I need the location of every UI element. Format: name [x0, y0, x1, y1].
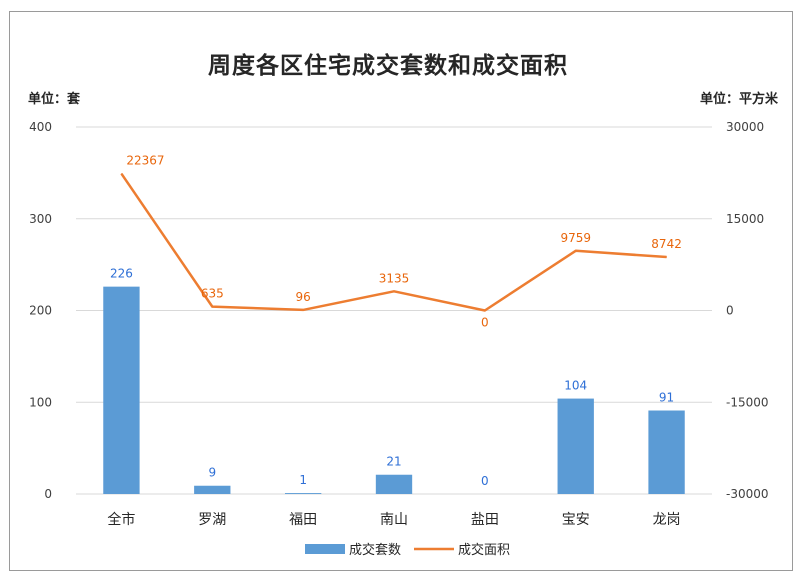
- line-value-label: 635: [201, 287, 224, 301]
- line-value-label: 22367: [126, 154, 164, 168]
- bar-value-label: 104: [564, 379, 587, 393]
- bar-value-label: 1: [299, 473, 307, 487]
- left-unit-label: 单位：套: [28, 91, 81, 107]
- line-value-label: 0: [481, 316, 489, 330]
- bar-value-label: 9: [208, 466, 216, 480]
- line-point: [666, 256, 668, 258]
- bar-value-label: 91: [659, 391, 674, 405]
- category-labels: 全市 罗湖 福田 南山 盐田 宝安 龙岗: [107, 511, 680, 528]
- left-tick-label: 100: [29, 395, 52, 409]
- line-series: 22367 635 96 3135 0 9759 8742: [120, 154, 682, 330]
- line-point: [211, 306, 213, 308]
- line-value-label: 3135: [379, 271, 410, 285]
- bar: [103, 286, 140, 494]
- left-axis-ticks: 0 100 200 300 400: [29, 120, 52, 501]
- legend-bar-swatch: [305, 544, 345, 554]
- right-tick-label: 0: [726, 304, 734, 318]
- line-value-label: 9759: [560, 231, 591, 245]
- right-tick-label: -15000: [726, 395, 769, 409]
- line-point: [302, 309, 304, 311]
- right-tick-label: 30000: [726, 120, 764, 134]
- right-tick-label: 15000: [726, 212, 764, 226]
- bar: [194, 485, 231, 494]
- left-tick-label: 200: [29, 304, 52, 318]
- category-label: 罗湖: [198, 512, 226, 528]
- left-tick-label: 400: [29, 120, 52, 134]
- legend-bar-label: 成交套数: [349, 542, 401, 558]
- chart-frame: [9, 11, 793, 571]
- right-unit-label: 单位：平方米: [700, 91, 779, 107]
- category-label: 宝安: [562, 512, 590, 528]
- left-tick-label: 0: [44, 487, 52, 501]
- line-value-label: 96: [296, 290, 311, 304]
- category-label: 福田: [289, 512, 317, 528]
- legend-line-label: 成交面积: [458, 542, 510, 558]
- legend: 成交套数 成交面积: [305, 542, 510, 558]
- category-label: 龙岗: [653, 512, 681, 528]
- category-label: 南山: [380, 512, 408, 528]
- bar: [648, 410, 685, 494]
- line-point: [393, 290, 395, 292]
- line-point: [575, 250, 577, 252]
- category-label: 盐田: [471, 512, 499, 528]
- category-label: 全市: [107, 511, 135, 528]
- line-value-label: 8742: [651, 237, 682, 251]
- bar-value-label: 0: [481, 474, 489, 488]
- right-axis-ticks: -30000 -15000 0 15000 30000: [726, 120, 769, 501]
- line-point: [120, 173, 122, 175]
- chart-title: 周度各区住宅成交套数和成交面积: [208, 52, 568, 79]
- bar: [375, 474, 413, 494]
- grid-lines: [76, 126, 712, 495]
- bar: [284, 493, 322, 494]
- right-tick-label: -30000: [726, 487, 769, 501]
- left-tick-label: 300: [29, 212, 52, 226]
- line-point: [484, 310, 486, 311]
- bar: [557, 398, 594, 494]
- bar-value-label: 21: [386, 455, 401, 469]
- bar-value-label: 226: [110, 267, 133, 281]
